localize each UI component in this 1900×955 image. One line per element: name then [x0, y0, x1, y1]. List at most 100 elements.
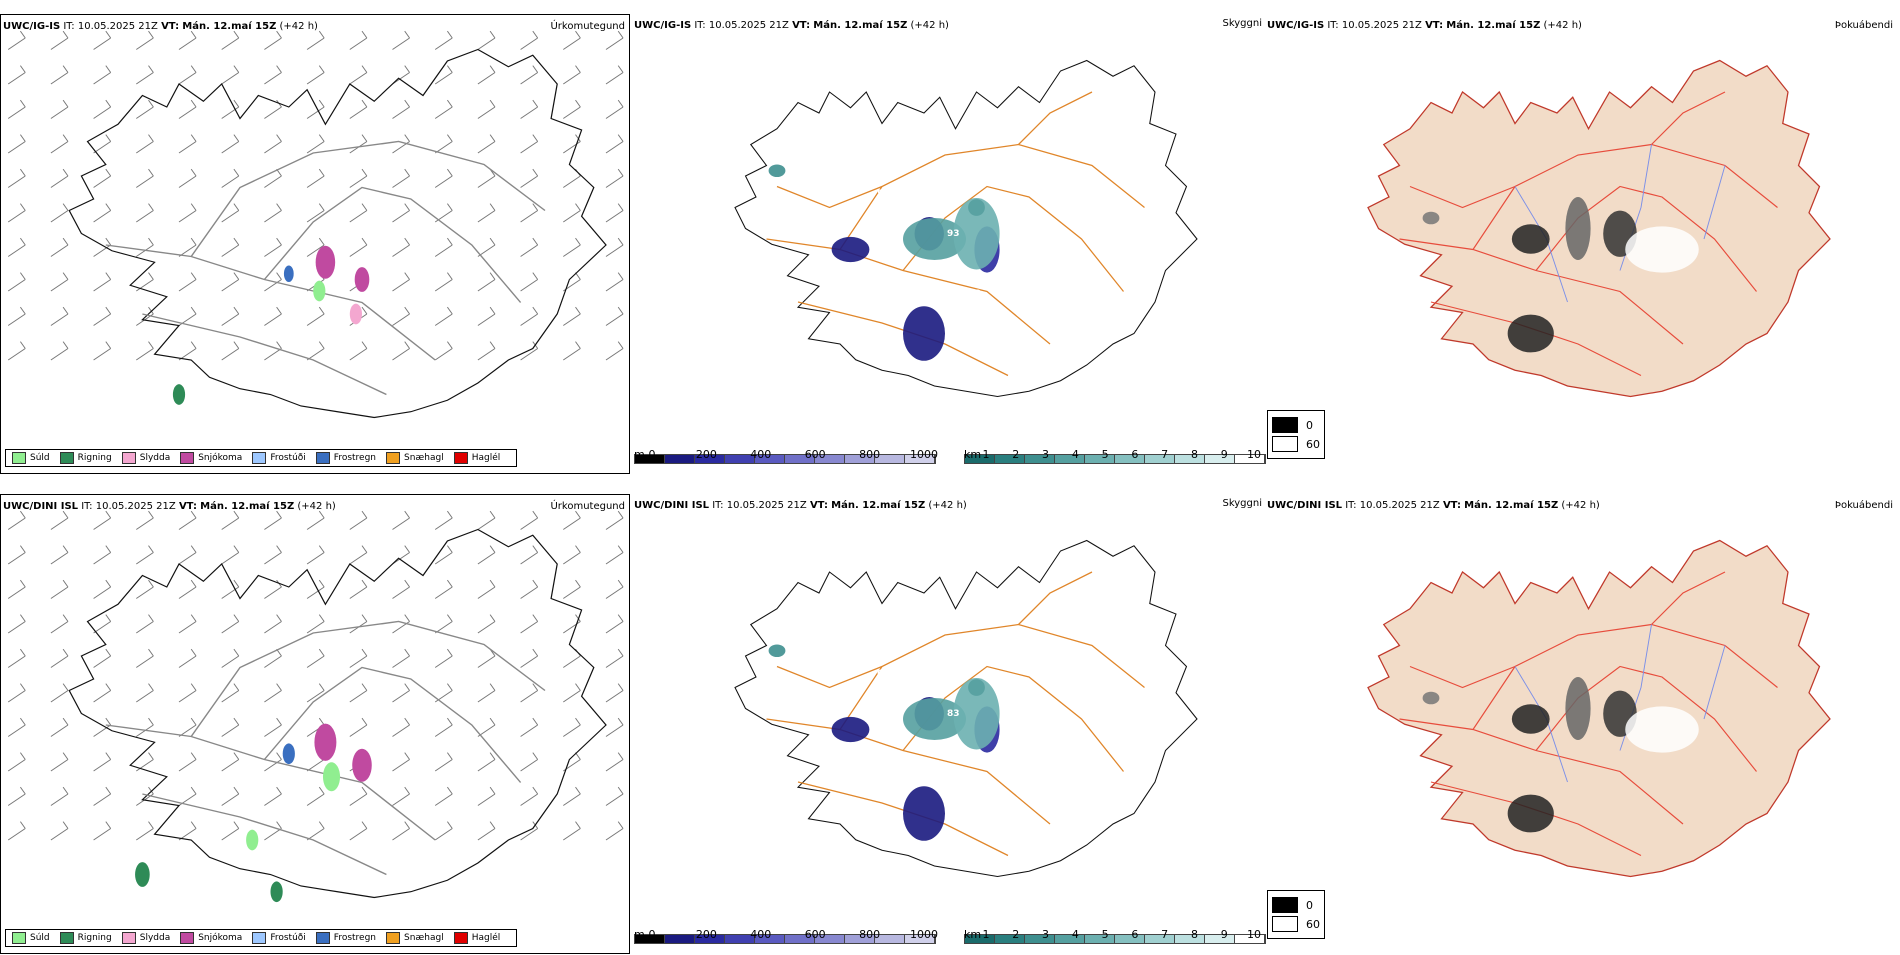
legend-item: Snæhagl — [386, 932, 444, 944]
colorbar-tick: 6 — [1131, 928, 1139, 941]
legend-item: Rigning — [59, 932, 112, 944]
precip-map — [7, 510, 624, 903]
visibility-value-label: 87 — [877, 339, 890, 349]
colorbar-cell — [635, 455, 665, 463]
colorbar-tick: 8 — [1190, 448, 1198, 461]
legend-swatch — [12, 452, 26, 464]
visibility-title: Skyggni — [1222, 498, 1262, 509]
colorbar-tick: 400 — [750, 928, 772, 941]
panel-title: UWC/IG-IS IT: 10.05.2025 21Z VT: Mán. 12… — [634, 20, 949, 31]
legend-item: Frostregn — [315, 932, 377, 944]
colorbar-tick: 5 — [1101, 448, 1109, 461]
visibility-value-label: 23 — [947, 259, 960, 269]
legend-swatch — [180, 932, 195, 944]
fog-legend-item: 60 — [1272, 916, 1320, 932]
visibility-colorbar: km 1 2 3 4 5 6 7 8 9 10 — [964, 918, 1266, 944]
colorbar-cell — [725, 455, 755, 463]
legend-label: Rigning — [77, 453, 112, 463]
legend-swatch — [453, 932, 468, 944]
colorbar-tick: 0 — [648, 928, 656, 941]
panel-title: UWC/DINI ISL IT: 10.05.2025 21Z VT: Mán.… — [634, 500, 967, 511]
visibility-panel-row2: UWC/DINI ISL IT: 10.05.2025 21Z VT: Mán.… — [632, 494, 1266, 954]
colorbar-tick: 1000 — [910, 928, 938, 941]
visibility-value-label: 88 — [877, 819, 890, 829]
visibility-value-label: 83 — [947, 709, 960, 719]
colorbar-tick: 400 — [750, 448, 772, 461]
precip-panel-row2: UWC/DINI ISL IT: 10.05.2025 21Z VT: Mán.… — [0, 494, 630, 954]
legend-item: Slydda — [121, 452, 170, 464]
colorbar-tick: 2 — [1012, 928, 1020, 941]
legend-item: Haglél — [453, 932, 500, 944]
colorbar-cell — [1145, 455, 1175, 463]
colorbar-tick: 7 — [1161, 928, 1169, 941]
colorbar-cell — [695, 455, 725, 463]
colorbar-cell — [785, 455, 815, 463]
fog-legend-swatch — [1272, 916, 1298, 932]
colorbar-tick: 600 — [804, 928, 826, 941]
colorbar-cell — [1025, 935, 1055, 943]
legend-swatch — [12, 932, 26, 944]
fog-title: Þokuábendi — [1834, 20, 1893, 31]
panel-title: UWC/DINI ISL IT: 10.05.2025 21Z VT: Mán.… — [3, 501, 336, 512]
visibility-value-label: 104 — [857, 852, 876, 862]
fog-legend: 0 60 — [1267, 410, 1325, 459]
precip-legend: Súld Rigning Slydda Snjókoma Frostúði Frostre… — [5, 929, 518, 947]
colorbar-tick: 800 — [859, 928, 881, 941]
legend-label: Frostregn — [333, 453, 377, 463]
colorbar-cell — [905, 935, 935, 943]
fog-legend-swatch — [1272, 436, 1298, 452]
visibility-map — [734, 59, 1198, 398]
fog-legend-label: 60 — [1306, 437, 1320, 451]
legend-label: Frostregn — [333, 933, 377, 943]
ceiling-colorbar: m 0 200 400 600 800 1000 — [634, 438, 938, 464]
legend-label: Snjókoma — [198, 933, 243, 943]
legend-item: Haglél — [453, 452, 500, 464]
colorbar-cell — [1085, 935, 1115, 943]
colorbar-tick: 10 — [1247, 448, 1261, 461]
colorbar-cell — [665, 455, 695, 463]
colorbar-cell — [1055, 935, 1085, 943]
fog-legend-swatch — [1272, 897, 1298, 913]
legend-swatch — [453, 452, 468, 464]
colorbar-cell — [1025, 455, 1055, 463]
colorbar-unit: km — [964, 448, 982, 461]
colorbar-unit: km — [964, 928, 982, 941]
colorbar-tick: 8 — [1190, 928, 1198, 941]
fog-panel-row1: UWC/IG-IS IT: 10.05.2025 21Z VT: Mán. 12… — [1265, 14, 1895, 474]
colorbar-cell — [1235, 935, 1265, 943]
colorbar-cell — [815, 455, 845, 463]
colorbar-cell — [1235, 455, 1265, 463]
colorbar-cell — [635, 935, 665, 943]
legend-swatch — [315, 932, 330, 944]
fog-legend-label: 0 — [1306, 898, 1313, 912]
colorbar-cell — [1205, 455, 1235, 463]
legend-item: Snjókoma — [180, 452, 242, 464]
legend-label: Frostúði — [270, 933, 306, 943]
colorbar-cell — [1175, 935, 1205, 943]
colorbar-tick: 600 — [804, 448, 826, 461]
visibility-value-label: 205 — [807, 714, 826, 724]
colorbar-cell — [695, 935, 725, 943]
legend-label: Slydda — [139, 933, 171, 943]
legend-item: Súld — [12, 452, 50, 464]
legend-swatch — [59, 932, 74, 944]
legend-swatch — [121, 452, 136, 464]
colorbar-unit: m — [634, 928, 645, 941]
fog-legend-label: 60 — [1306, 917, 1320, 931]
colorbar-tick: 1000 — [910, 448, 938, 461]
legend-swatch — [315, 452, 330, 464]
precip-map — [7, 30, 624, 419]
colorbar-tick: 2 — [1012, 448, 1020, 461]
legend-swatch — [386, 932, 401, 944]
visibility-value-label: 78 — [857, 329, 870, 339]
colorbar-cell — [1055, 455, 1085, 463]
legend-label: Snæhagl — [404, 453, 444, 463]
colorbar-tick: 4 — [1071, 928, 1079, 941]
panel-title: UWC/IG-IS IT: 10.05.2025 21Z VT: Mán. 12… — [1267, 20, 1582, 31]
colorbar-cell — [1145, 935, 1175, 943]
colorbar-cell — [785, 935, 815, 943]
colorbar-cell — [995, 455, 1025, 463]
legend-label: Súld — [30, 933, 50, 943]
visibility-value-label: 64 — [857, 349, 870, 359]
colorbar-cell — [845, 935, 875, 943]
